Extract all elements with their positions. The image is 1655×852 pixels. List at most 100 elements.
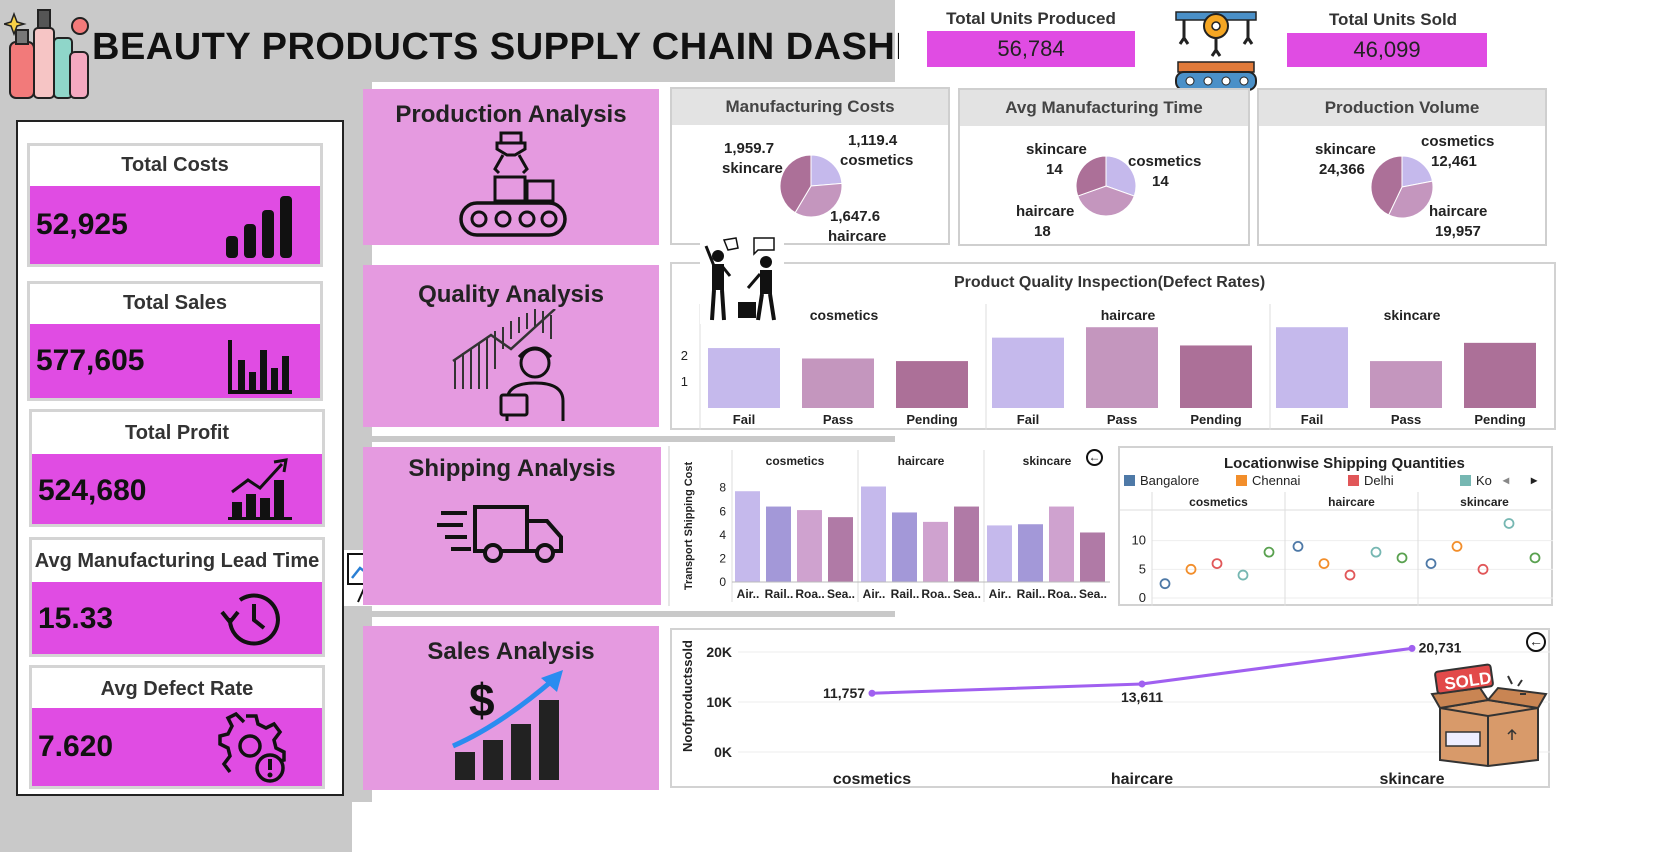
kpi-value-box: 52,925: [30, 186, 320, 264]
kpi-label: Total Costs: [121, 154, 229, 176]
x-tick-label: skincare: [1380, 771, 1445, 788]
svg-text:$: $: [469, 674, 495, 726]
pie-slice-cosmetics: [1105, 156, 1136, 197]
pie-label-cosmetics-value: 12,461: [1431, 153, 1477, 170]
bar-haircare-Sea..: [954, 506, 979, 582]
pie-label-haircare: haircare: [1016, 203, 1075, 220]
x-tick-label: Pending: [1474, 412, 1525, 427]
y-tick-label: 5: [1139, 561, 1146, 576]
bar-skincare-Air..: [987, 525, 1012, 582]
y-tick-label: 2: [681, 348, 688, 363]
cosmetics-logo-icon: [1, 4, 92, 104]
conveyor-robot-icon: [1170, 8, 1262, 94]
x-tick-label: Pending: [1190, 412, 1241, 427]
production-volume-pie: [1371, 156, 1433, 218]
workers-arguing-icon: [700, 236, 784, 324]
pie-label-cosmetics: cosmetics: [1421, 133, 1495, 150]
gear-alert-icon: [218, 712, 286, 783]
production-section-panel: Production Analysis: [363, 89, 659, 245]
band-1: [352, 82, 372, 802]
pie-slice-skincare: [1371, 156, 1403, 216]
quality-inspector-icon: [452, 309, 565, 421]
growth-chart-icon: [228, 458, 292, 520]
kpi-value-box: 524,680: [32, 454, 322, 524]
production-volume-card: Production Volume skincare 24,366 cosmet…: [1257, 88, 1547, 246]
shipping-section-panel: Shipping Analysis: [363, 447, 661, 605]
back-arrow-icon[interactable]: ←: [1526, 632, 1546, 652]
x-tick-label: Rail..: [765, 587, 794, 601]
pie-slice-cosmetics: [810, 155, 842, 187]
x-tick-label: Rail..: [891, 587, 920, 601]
kpi-label: Avg Manufacturing Lead Time: [34, 550, 320, 572]
kpi-label: Avg Defect Rate: [100, 678, 254, 700]
x-tick-label: Fail: [733, 412, 755, 427]
kpi-value: 577,605: [36, 344, 145, 377]
bar-skincare-Sea..: [1080, 532, 1105, 582]
delivery-truck-icon: [437, 505, 563, 563]
x-tick-label: Pass: [1391, 412, 1421, 427]
y-tick-label: 6: [719, 504, 726, 518]
sales-line-card: Noofproductssold 0K 10K 20K 11,757 cosmetics 1…: [670, 628, 1550, 788]
kpi-value: 524,680: [38, 474, 147, 507]
sales-section-panel: Sales Analysis $: [363, 626, 659, 790]
bar-skincare-Fail: [1276, 327, 1348, 408]
pie-label-haircare: haircare: [1429, 203, 1488, 220]
bar-haircare-Pending: [1180, 345, 1252, 408]
pie-label-skincare: skincare: [1026, 141, 1087, 158]
units-sold-label: Total Units Sold: [1328, 10, 1458, 29]
scatter-point: [1211, 558, 1223, 569]
bar-skincare-Roa..: [1049, 506, 1074, 582]
kpi-value: 52,925: [36, 208, 128, 241]
bar-haircare-Fail: [992, 337, 1064, 408]
pie-label-skincare: skincare: [1315, 141, 1376, 158]
kpi-total-costs: Total Costs 52,925: [27, 143, 323, 267]
pie-label-cosmetics: cosmetics: [1128, 153, 1202, 170]
y-axis-label: Transport Shipping Cost: [683, 462, 695, 591]
clock-icon: [220, 593, 280, 646]
panel-header-skincare: skincare: [1384, 307, 1441, 323]
pie-label-skincare-value: 1,959.7: [724, 140, 775, 157]
kpi-avg-defect-rate: Avg Defect Rate 7.620: [29, 665, 325, 789]
back-arrow-icon[interactable]: ←: [1086, 449, 1103, 466]
legend-next-icon: ▸: [1530, 473, 1538, 487]
scatter-point: [1318, 558, 1330, 569]
factory-robot-icon: [459, 131, 567, 237]
pie-label-skincare-value: 14: [1046, 161, 1063, 178]
pie-slice-haircare: [1077, 185, 1135, 216]
panel-header-cosmetics: cosmetics: [1189, 495, 1248, 509]
legend-swatch-Bangalore: [1124, 475, 1135, 486]
pie-label-haircare: haircare: [828, 228, 887, 245]
pie-label-skincare: skincare: [722, 160, 783, 177]
kpi-value-box: 7.620: [32, 708, 322, 786]
pie-label-haircare-value: 18: [1034, 223, 1051, 240]
bar-haircare-Roa..: [923, 521, 948, 582]
line-point-skincare: [1408, 644, 1416, 652]
scatter-point: [1159, 578, 1171, 590]
pie-label-haircare-value: 19,957: [1435, 223, 1481, 240]
data-label-skincare: 20,731: [1419, 639, 1462, 655]
y-tick-label: 8: [719, 481, 726, 495]
bar-cosmetics-Sea..: [828, 517, 853, 582]
bar-chart-icon: [226, 196, 292, 258]
manufacturing-costs-pie: [780, 155, 842, 217]
panel-header-skincare: skincare: [1460, 495, 1509, 509]
bar-haircare-Rail..: [892, 512, 917, 582]
panel-header-cosmetics: cosmetics: [810, 307, 879, 323]
chart-title: Product Quality Inspection(Defect Rates): [954, 274, 1266, 291]
line-point-cosmetics: [868, 689, 876, 697]
panel-header-cosmetics: cosmetics: [766, 454, 825, 468]
bar-cosmetics-Air..: [735, 491, 760, 582]
pie-label-cosmetics-value: 14: [1152, 173, 1169, 190]
bar-skincare-Pending: [1464, 342, 1536, 408]
x-tick-label: haircare: [1111, 771, 1173, 788]
x-tick-label: Roa..: [1047, 587, 1076, 601]
kpi-value-box: 15.33: [32, 582, 322, 654]
y-tick-label: 0: [719, 575, 726, 589]
x-tick-label: Fail: [1017, 412, 1039, 427]
column-chart-icon: [228, 340, 292, 394]
manufacturing-costs-card: Manufacturing Costs 1,959.7 skincare 1,1…: [670, 87, 950, 245]
x-tick-label: Sea..: [827, 587, 855, 601]
y-tick-label: 10: [1132, 533, 1146, 548]
bar-cosmetics-Fail: [708, 348, 780, 408]
x-tick-label: Air..: [737, 587, 760, 601]
